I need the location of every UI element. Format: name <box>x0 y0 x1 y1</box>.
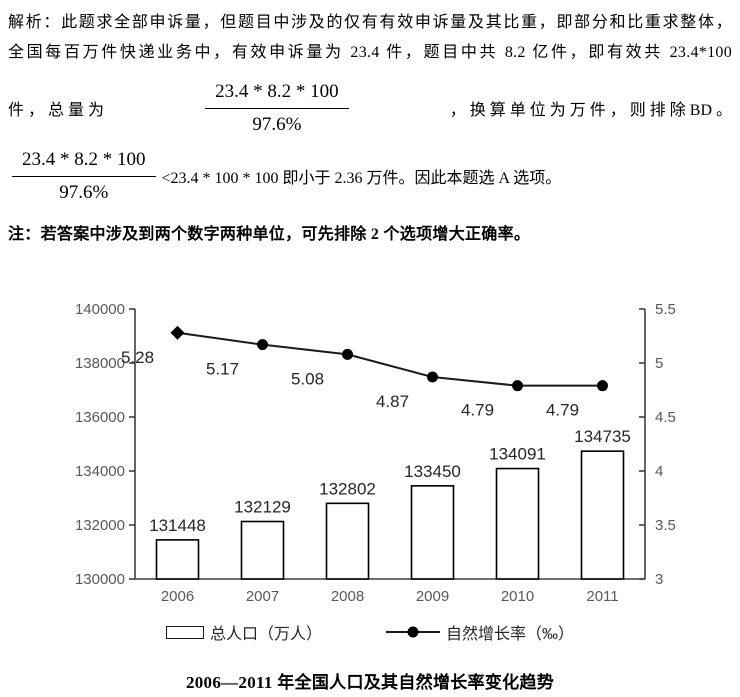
left-axis-tick-label: 138000 <box>75 355 125 372</box>
line-marker-dot-icon <box>342 348 353 360</box>
line-marker-swatch-icon <box>386 626 440 638</box>
growth-rate-line <box>177 331 603 387</box>
left-axis-tick-label: 132000 <box>75 517 125 534</box>
left-axis-tick-label: 136000 <box>75 409 125 426</box>
bar-2011 <box>580 450 625 580</box>
legend-item-growth-rate: 自然增长率（‰） <box>386 620 574 644</box>
chart-legend: 总人口（万人） 自然增长率（‰） <box>8 620 732 644</box>
line-marker-dot-icon <box>597 380 608 392</box>
bar-value-label: 134091 <box>489 445 546 464</box>
explanation-line-1: 解析：此题求全部申诉量，但题目中涉及的仅有有效申诉量及其比重，即部分和比重求整体… <box>8 14 732 31</box>
x-axis-category-label: 2010 <box>501 588 534 605</box>
formula-row-2-text: <23.4 * 100 * 100 即小于 2.36 万件。因此本题选 A 选项… <box>161 170 562 187</box>
x-axis-category-label: 2011 <box>586 588 618 605</box>
line-value-label: 5.28 <box>121 348 154 367</box>
formula-row-1-suffix: ， 换 算 单 位 为 万 件 ， 则 排 除 BD 。 <box>449 102 732 119</box>
right-axis-tick-label: 3 <box>655 571 663 588</box>
formula-row-2: 23.4 * 8.2 * 100 97.6% <23.4 * 100 * 100… <box>8 144 732 208</box>
formula-row-1: 件 ， 总 量 为 23.4 * 8.2 * 100 97.6% ， 换 算 单… <box>8 74 732 142</box>
bar-2009 <box>410 485 455 580</box>
line-value-label: 5.17 <box>206 360 239 379</box>
bar-value-label: 131448 <box>149 516 206 535</box>
fraction-1-numerator: 23.4 * 8.2 * 100 <box>205 80 349 109</box>
line-dot-icon <box>407 626 419 638</box>
legend-item-population: 总人口（万人） <box>165 620 322 644</box>
line-value-label: 5.08 <box>291 369 324 388</box>
line-value-label: 4.79 <box>461 401 494 420</box>
population-growth-chart: 130000 132000 134000 136000 138000 140000 3 3.5… <box>75 301 676 605</box>
left-axis-tick-label: 134000 <box>75 463 125 480</box>
right-axis-tick-label: 5 <box>655 355 663 372</box>
legend-label-population: 总人口（万人） <box>209 626 322 643</box>
left-axis-tick-label: 140000 <box>75 301 125 318</box>
bar-value-label: 132802 <box>319 479 376 498</box>
right-axis-tick-label: 4 <box>655 463 663 480</box>
legend-label-growth-rate: 自然增长率（‰） <box>446 626 575 643</box>
bar-2010 <box>495 467 540 580</box>
note-line: 注：若答案中涉及到两个数字两种单位，可先排除 2 个选项增大正确率。 <box>8 226 531 243</box>
x-axis-category-label: 2008 <box>331 588 364 605</box>
explanation-line-2: 全国每百万件快递业务中，有效申诉量为 23.4 件，题目中共 8.2 亿件，即有… <box>8 44 732 61</box>
fraction-1: 23.4 * 8.2 * 100 97.6% <box>205 80 349 137</box>
bar-2007 <box>240 520 285 580</box>
bar-value-label: 132129 <box>234 498 291 517</box>
x-axis-category-label: 2006 <box>161 588 194 605</box>
bar-2006 <box>155 539 200 580</box>
fraction-1-denominator: 97.6% <box>252 113 302 135</box>
chart-title: 2006—2011 年全国人口及其自然增长率变化趋势 <box>185 673 555 692</box>
formula-row-1-prefix: 件 ， 总 量 为 <box>8 102 105 119</box>
line-value-label: 4.87 <box>376 392 409 411</box>
left-axis-tick-label: 130000 <box>75 571 125 588</box>
bar-value-label: 134735 <box>574 427 631 446</box>
line-marker-diamond-icon <box>170 325 185 340</box>
bar-swatch-icon <box>165 625 204 639</box>
line-marker-dot-icon <box>427 371 438 383</box>
right-axis-tick-label: 3.5 <box>655 517 676 534</box>
bar-2008 <box>325 502 370 580</box>
line-marker-dot-icon <box>512 380 523 392</box>
x-axis-category-label: 2009 <box>416 588 449 605</box>
right-axis-tick-label: 5.5 <box>655 301 676 318</box>
line-value-label: 4.79 <box>546 401 579 420</box>
fraction-2: 23.4 * 8.2 * 100 97.6% <box>12 148 156 205</box>
fraction-2-numerator: 23.4 * 8.2 * 100 <box>12 148 156 177</box>
line-marker-dot-icon <box>257 339 268 351</box>
bar-value-label: 133450 <box>404 462 461 481</box>
fraction-2-denominator: 97.6% <box>59 181 109 203</box>
right-axis-tick-label: 4.5 <box>655 409 676 426</box>
x-axis-category-label: 2007 <box>246 588 279 605</box>
